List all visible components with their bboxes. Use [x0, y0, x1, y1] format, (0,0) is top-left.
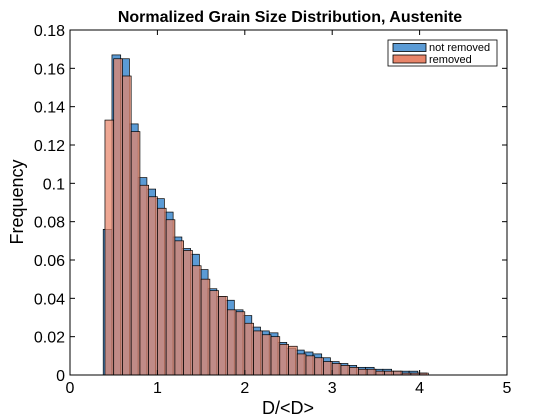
bar-removed-21	[288, 345, 298, 376]
bar-removed-22	[296, 353, 307, 376]
bar-removed-30	[366, 368, 377, 376]
y-tick-label-1: 0.02	[34, 330, 65, 347]
bar-removed-23	[305, 355, 316, 376]
x-tick-label-1: 1	[153, 380, 162, 397]
y-tick-label-9: 0.18	[34, 23, 65, 40]
bar-removed-7	[165, 219, 176, 376]
y-tick-label-5: 0.1	[43, 176, 65, 193]
bar-removed-6	[157, 207, 167, 376]
legend-swatch-not-removed	[392, 43, 427, 52]
y-tick-label-2: 0.04	[34, 291, 65, 308]
bar-removed-20	[279, 343, 289, 376]
bar-removed-26	[331, 363, 342, 376]
y-tick-label-3: 0.06	[34, 253, 65, 270]
bar-removed-17	[253, 330, 263, 376]
bar-removed-10	[192, 265, 202, 376]
bar-removed-25	[323, 361, 333, 376]
x-tick-label-2: 2	[240, 380, 249, 397]
bar-removed-11	[200, 278, 211, 376]
x-tick-label-3: 3	[328, 380, 337, 397]
bar-removed-4	[139, 184, 150, 376]
bar-removed-1	[113, 58, 123, 376]
y-tick-label-4: 0.08	[34, 215, 65, 232]
bar-removed-0	[104, 119, 115, 376]
bar-removed-31	[375, 370, 385, 376]
bar-removed-32	[384, 370, 394, 376]
x-axis-label: D/<D>	[262, 398, 314, 418]
plot-area-frame	[69, 29, 508, 376]
bar-removed-24	[314, 357, 324, 376]
x-tick-label-5: 5	[503, 380, 512, 397]
x-tick-label-4: 4	[415, 380, 424, 397]
bar-removed-13	[218, 296, 228, 376]
legend-label-not-removed: not removed	[429, 42, 490, 54]
bar-removed-5	[148, 196, 158, 376]
bar-removed-16	[244, 322, 254, 376]
bar-removed-14	[226, 309, 237, 376]
legend-swatch-removed	[392, 54, 427, 64]
bar-removed-19	[270, 336, 281, 376]
bars-layer	[102, 54, 429, 376]
axis-ticks: 0 1 2 3 4 5 0 0.02 0.04 0.06 0.08 0.1 0.12 0.14 0.16 0.…	[34, 23, 512, 397]
y-tick-label-8: 0.16	[34, 61, 65, 78]
bar-removed-29	[358, 368, 368, 376]
chart-title: Normalized Grain Size Distribution, Aust…	[118, 9, 462, 26]
x-tick-label-0: 0	[66, 380, 75, 397]
y-tick-label-7: 0.14	[34, 100, 65, 117]
bar-removed-2	[122, 75, 132, 376]
bar-removed-18	[261, 334, 272, 376]
bar-removed-3	[130, 131, 141, 376]
y-tick-label-0: 0	[56, 368, 65, 385]
bar-removed-28	[349, 366, 359, 376]
bar-removed-8	[174, 240, 184, 376]
y-tick-label-6: 0.12	[34, 138, 65, 155]
bar-removed-15	[235, 311, 246, 376]
legend-label-removed: removed	[429, 54, 472, 66]
y-axis-label: Frequency	[7, 159, 27, 244]
legend: not removed removed	[387, 39, 498, 67]
bar-removed-9	[183, 250, 193, 376]
bar-removed-27	[340, 365, 351, 376]
bar-removed-12	[209, 290, 219, 376]
bar-removed-33	[393, 370, 403, 376]
